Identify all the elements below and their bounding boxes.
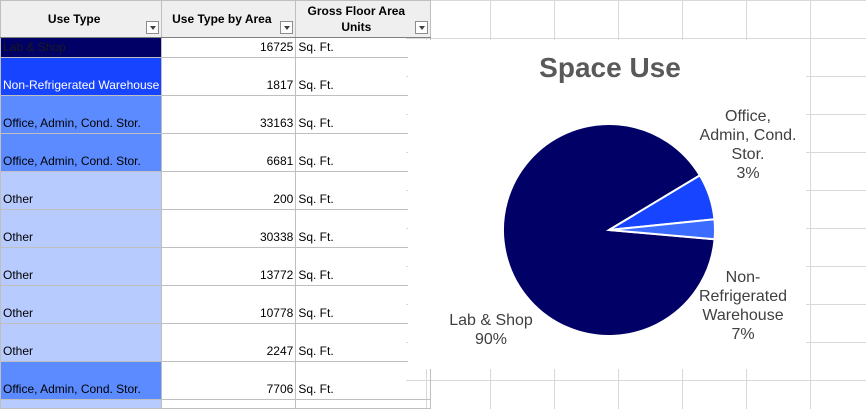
- filter-dropdown-icon[interactable]: [415, 21, 429, 34]
- data-label-lab-shop: Lab & Shop 90%: [449, 312, 533, 348]
- table-row: Non-Refrigerated Warehouse 1817 Sq. Ft.: [0, 57, 432, 96]
- cell-text: Lab & Shop: [3, 40, 66, 54]
- column-header-use-type: Use Type: [0, 0, 163, 38]
- use-type-cell[interactable]: Lab & Shop: [0, 37, 163, 58]
- table-row: Other 13772 Sq. Ft.: [0, 247, 432, 286]
- header-row: Use Type Use Type by Area Gross Floor Ar…: [0, 0, 432, 38]
- data-table: Use Type Use Type by Area Gross Floor Ar…: [0, 0, 432, 409]
- chart-title: Space Use: [539, 52, 681, 83]
- table-row: Office, Admin, Cond. Stor. 6681 Sq. Ft.: [0, 133, 432, 172]
- column-header-label: Gross Floor Area Units: [307, 4, 406, 34]
- area-cell[interactable]: 200: [161, 171, 297, 210]
- table-row: Lab & Shop 16725 Sq. Ft.: [0, 37, 432, 58]
- use-type-cell[interactable]: Other: [0, 247, 163, 286]
- area-cell[interactable]: 7706: [161, 361, 297, 400]
- column-header-label: Use Type by Area: [172, 12, 272, 26]
- use-type-cell[interactable]: Other: [0, 285, 163, 324]
- column-header-use-type-by-area: Use Type by Area: [161, 0, 297, 38]
- use-type-cell[interactable]: Other: [0, 209, 163, 248]
- table-row: Office, Admin, Cond. Stor. 7706 Sq. Ft.: [0, 361, 432, 400]
- area-cell[interactable]: 6681: [161, 133, 297, 172]
- cell-text: Non-Refrigerated Warehouse: [3, 78, 160, 92]
- table-row: Office, Admin, Cond. Stor. 33163 Sq. Ft.: [0, 95, 432, 134]
- table-row: Other 10778 Sq. Ft.: [0, 285, 432, 324]
- use-type-cell[interactable]: Other: [0, 323, 163, 362]
- empty-cell[interactable]: [0, 399, 163, 409]
- use-type-cell[interactable]: Non-Refrigerated Warehouse: [0, 57, 163, 96]
- use-type-cell[interactable]: Other: [0, 171, 163, 210]
- use-type-cell[interactable]: Office, Admin, Cond. Stor.: [0, 95, 163, 134]
- cell-text: Office, Admin, Cond. Stor.: [3, 116, 141, 130]
- table-row: Other 200 Sq. Ft.: [0, 171, 432, 210]
- area-cell[interactable]: 1817: [161, 57, 297, 96]
- use-type-cell[interactable]: Office, Admin, Cond. Stor.: [0, 361, 163, 400]
- empty-cell[interactable]: [295, 399, 432, 409]
- cell-text: Other: [3, 230, 34, 244]
- use-type-cell[interactable]: Office, Admin, Cond. Stor.: [0, 133, 163, 172]
- data-label-office: Office, Admin, Cond. Stor. 3%: [699, 108, 797, 182]
- pie-slice-non-refrigerated-warehouse[interactable]: [608, 218, 716, 241]
- area-cell[interactable]: 16725: [161, 37, 297, 58]
- column-header-gross-floor-area-units: Gross Floor Area Units: [295, 0, 432, 38]
- cell-text: Other: [3, 306, 34, 320]
- cell-text: Office, Admin, Cond. Stor.: [3, 382, 141, 396]
- cell-text: Other: [3, 344, 34, 358]
- pie-chart[interactable]: Space Use Office, Admin, Cond. Stor. 3% …: [408, 40, 806, 369]
- area-cell[interactable]: 10778: [161, 285, 297, 324]
- area-cell[interactable]: 2247: [161, 323, 297, 362]
- cell-text: Other: [3, 192, 34, 206]
- cell-text: Office, Admin, Cond. Stor.: [3, 154, 141, 168]
- table-row: Other 2247 Sq. Ft.: [0, 323, 432, 362]
- filter-dropdown-icon[interactable]: [146, 21, 160, 34]
- column-header-label: Use Type: [47, 12, 101, 26]
- data-label-warehouse: Non- Refrigerated Warehouse 7%: [698, 269, 788, 343]
- filter-dropdown-icon[interactable]: [280, 21, 294, 34]
- area-cell[interactable]: 33163: [161, 95, 297, 134]
- area-cell[interactable]: 13772: [161, 247, 297, 286]
- cell-text: Other: [3, 268, 34, 282]
- table-row: Other 30338 Sq. Ft.: [0, 209, 432, 248]
- empty-cell[interactable]: [161, 399, 297, 409]
- area-cell[interactable]: 30338: [161, 209, 297, 248]
- table-row-partial: [0, 399, 432, 409]
- pie-chart-canvas: [502, 123, 716, 337]
